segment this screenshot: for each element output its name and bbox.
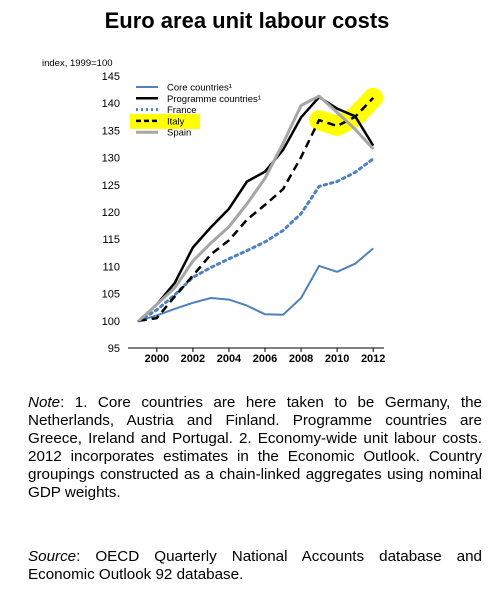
x-tick-label: 2008 [289, 353, 313, 365]
x-tick-label: 2004 [217, 353, 242, 365]
y-tick-label: 100 [102, 316, 120, 328]
x-tick-label: 2006 [253, 353, 277, 365]
source-lead: Source [28, 548, 77, 565]
y-tick-label: 120 [102, 207, 120, 219]
y-tick-label: 130 [102, 153, 120, 165]
y-tick-label: 140 [102, 98, 120, 110]
y-tick-label: 95 [108, 343, 120, 355]
source-text: : OECD Quarterly National Accounts datab… [28, 548, 482, 583]
legend-label-france: France [167, 105, 197, 116]
series-line-italy [138, 96, 375, 323]
series-line-core-countries [138, 247, 374, 322]
series-line-france [137, 157, 375, 323]
x-tick-label: 2012 [361, 353, 385, 365]
legend-highlight-italy [130, 113, 200, 129]
y-tick-label: 110 [102, 261, 120, 273]
y-tick-label: 115 [102, 234, 120, 246]
chart-title: Euro area unit labour costs [104, 8, 390, 33]
series-line-programme-countries [137, 95, 375, 322]
series-line-spain [137, 94, 375, 322]
x-tick-label: 2002 [181, 353, 205, 365]
series-layer [137, 94, 375, 323]
x-tick-label: 2010 [325, 353, 349, 365]
y-tick-label: 125 [102, 180, 120, 192]
y-axis-label: index, 1999=100 [42, 58, 113, 69]
x-tick-label: 2000 [145, 353, 169, 365]
legend-label-programme-countries: Programme countries¹ [167, 94, 261, 105]
note-lead: Note [28, 394, 61, 411]
y-tick-label: 105 [102, 289, 120, 301]
chart-source: Source: OECD Quarterly National Accounts… [28, 548, 482, 584]
axes: index, 1999=100 95 100 105 110 115 120 125 130 13… [42, 58, 385, 365]
line-chart: index, 1999=100 95 100 105 110 115 120 125 130 13… [42, 58, 385, 365]
legend-label-italy: Italy [167, 116, 185, 127]
chart-note: Note: 1. Core countries are here taken t… [28, 394, 482, 502]
legend-label-core-countries: Core countries¹ [167, 83, 232, 94]
legend-label-spain: Spain [167, 128, 191, 139]
y-tick-label: 145 [102, 71, 120, 83]
y-tick-label: 135 [102, 125, 120, 137]
note-text: : 1. Core countries are here taken to be… [28, 394, 482, 501]
